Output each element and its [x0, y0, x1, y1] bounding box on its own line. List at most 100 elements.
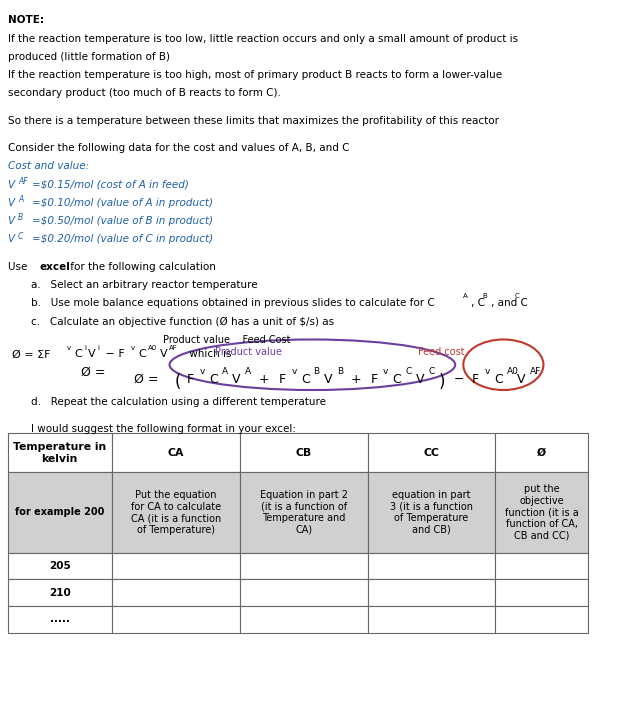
- Text: +: +: [255, 373, 274, 386]
- Text: F: F: [279, 373, 286, 386]
- Bar: [112, 433, 240, 472]
- Text: B: B: [483, 293, 487, 300]
- Text: Product value: Product value: [215, 347, 282, 357]
- Bar: [495, 552, 588, 579]
- Text: v: v: [485, 367, 490, 376]
- Text: B: B: [313, 367, 320, 376]
- Text: Feed cost: Feed cost: [418, 347, 465, 357]
- Bar: [240, 472, 368, 552]
- Text: for the following calculation: for the following calculation: [67, 262, 216, 272]
- Text: put the
objective
function (it is a
function of CA,
CB and CC): put the objective function (it is a func…: [505, 484, 578, 541]
- Text: C: C: [405, 367, 412, 376]
- Text: produced (little formation of B): produced (little formation of B): [7, 52, 169, 62]
- Text: So there is a temperature between these limits that maximizes the profitability : So there is a temperature between these …: [7, 116, 499, 126]
- Text: v: v: [67, 345, 71, 351]
- Bar: [112, 606, 240, 633]
- Text: − F: − F: [101, 350, 124, 359]
- Bar: [495, 606, 588, 633]
- Text: =$0.15/mol (cost of A in feed): =$0.15/mol (cost of A in feed): [32, 180, 189, 190]
- Text: C: C: [209, 373, 218, 386]
- Text: Cost and value:: Cost and value:: [7, 161, 88, 171]
- Bar: [240, 552, 368, 579]
- Text: CB: CB: [295, 448, 311, 458]
- Text: Ø =: Ø =: [133, 373, 162, 386]
- Text: B: B: [18, 213, 23, 223]
- Text: V: V: [88, 350, 96, 359]
- Bar: [7, 433, 112, 472]
- Text: v: v: [200, 367, 205, 376]
- Text: A: A: [222, 367, 228, 376]
- Text: F: F: [370, 373, 378, 386]
- Text: (: (: [174, 373, 180, 391]
- Text: C: C: [428, 367, 434, 376]
- Text: 210: 210: [49, 588, 70, 598]
- Text: V: V: [7, 180, 15, 190]
- Text: C: C: [18, 232, 23, 241]
- Text: F: F: [472, 373, 479, 386]
- Text: A0: A0: [148, 345, 158, 351]
- Text: b.   Use mole balance equations obtained in previous slides to calculate for C: b. Use mole balance equations obtained i…: [31, 298, 434, 308]
- Text: +: +: [347, 373, 366, 386]
- Text: C: C: [515, 293, 520, 300]
- Text: =$0.20/mol (value of C in product): =$0.20/mol (value of C in product): [32, 234, 213, 244]
- Bar: [368, 606, 495, 633]
- Text: secondary product (too much of B reacts to form C).: secondary product (too much of B reacts …: [7, 88, 281, 98]
- Text: , C: , C: [471, 298, 485, 308]
- Bar: [240, 579, 368, 606]
- Text: A: A: [463, 293, 467, 300]
- Text: i: i: [84, 345, 86, 351]
- Text: i: i: [98, 345, 99, 351]
- Text: V: V: [159, 350, 167, 359]
- Bar: [495, 433, 588, 472]
- Text: ): ): [439, 373, 446, 391]
- Text: which is: which is: [186, 350, 231, 359]
- Text: F: F: [187, 373, 194, 386]
- Text: V: V: [416, 373, 424, 386]
- Text: v: v: [292, 367, 297, 376]
- Text: AF: AF: [530, 367, 541, 376]
- Text: CA: CA: [167, 448, 184, 458]
- Text: A: A: [245, 367, 251, 376]
- Text: 205: 205: [49, 561, 70, 571]
- Bar: [368, 579, 495, 606]
- Bar: [240, 433, 368, 472]
- Bar: [495, 472, 588, 552]
- Bar: [7, 472, 112, 552]
- Text: a.   Select an arbitrary reactor temperature: a. Select an arbitrary reactor temperatu…: [31, 280, 257, 290]
- Bar: [495, 579, 588, 606]
- Text: =$0.50/mol (value of B in product): =$0.50/mol (value of B in product): [32, 216, 213, 226]
- Text: AF: AF: [18, 177, 28, 186]
- Text: A: A: [18, 195, 23, 204]
- Text: CC: CC: [423, 448, 439, 458]
- Text: v: v: [383, 367, 389, 376]
- Bar: [240, 606, 368, 633]
- Text: Equation in part 2
(it is a function of
Temperature and
CA): Equation in part 2 (it is a function of …: [260, 490, 348, 535]
- Text: B: B: [337, 367, 343, 376]
- Text: NOTE:: NOTE:: [7, 15, 43, 25]
- Text: C: C: [392, 373, 401, 386]
- Text: d.   Repeat the calculation using a different temperature: d. Repeat the calculation using a differ…: [31, 397, 326, 407]
- Text: V: V: [517, 373, 526, 386]
- Text: If the reaction temperature is too high, most of primary product B reacts to for: If the reaction temperature is too high,…: [7, 70, 502, 80]
- Bar: [368, 433, 495, 472]
- Text: for example 200: for example 200: [15, 508, 104, 517]
- Text: c.   Calculate an objective function (Ø has a unit of \$/s) as: c. Calculate an objective function (Ø ha…: [31, 317, 334, 327]
- Text: Put the equation
for CA to calculate
CA (it is a function
of Temperature): Put the equation for CA to calculate CA …: [131, 490, 221, 535]
- Bar: [112, 579, 240, 606]
- Text: If the reaction temperature is too low, little reaction occurs and only a small : If the reaction temperature is too low, …: [7, 34, 518, 44]
- Text: C: C: [301, 373, 310, 386]
- Bar: [368, 472, 495, 552]
- Text: C: C: [138, 350, 146, 359]
- Text: v: v: [130, 345, 135, 351]
- Text: Ø = ΣF: Ø = ΣF: [12, 350, 50, 359]
- Text: V: V: [324, 373, 332, 386]
- Text: A0: A0: [507, 367, 519, 376]
- Text: Ø =: Ø =: [82, 366, 106, 379]
- Text: V: V: [7, 234, 15, 244]
- Bar: [7, 606, 112, 633]
- Bar: [112, 552, 240, 579]
- Text: C: C: [494, 373, 503, 386]
- Text: , and C: , and C: [491, 298, 528, 308]
- Bar: [7, 552, 112, 579]
- Text: Ø: Ø: [537, 448, 546, 458]
